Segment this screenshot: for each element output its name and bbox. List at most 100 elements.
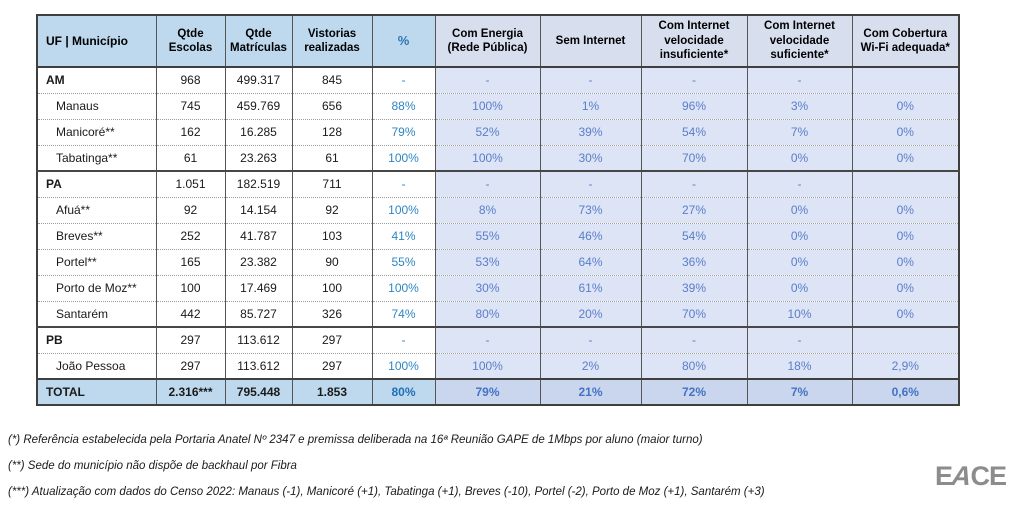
- eace-logo: EACE: [934, 461, 1007, 491]
- cell-manicore-7: 54%: [640, 118, 747, 145]
- cell-portel-3: 90: [291, 248, 372, 275]
- cell-porto-de-moz-5: 30%: [434, 274, 540, 301]
- cell-tabatinga-5: 100%: [434, 144, 540, 171]
- cell-santarem-6: 20%: [539, 300, 641, 327]
- cell-joao-pessoa-8: 18%: [746, 352, 852, 379]
- cell-portel-5: 53%: [434, 248, 540, 275]
- column-header-1: Qtde Escolas: [155, 15, 225, 68]
- cell-breves-4: 41%: [371, 222, 435, 249]
- table-row-manaus: Manaus 745 459.769 656 88% 100% 1% 96% 3% 0%: [36, 92, 959, 119]
- table-row-pa: PA 1.051 182.519 711- - - - -: [36, 170, 959, 197]
- logo-letter: C: [970, 461, 989, 491]
- cell-pa-9: [851, 170, 959, 197]
- cell-manaus-2: 459.769: [224, 92, 292, 119]
- table-body: AM 968 499.317 845- - - - - Manaus 745 459.769 656 8…: [36, 66, 959, 405]
- cell-manaus-6: 1%: [539, 92, 641, 119]
- cell-total-4: 80%: [371, 378, 435, 405]
- cell-manaus-0: Manaus: [36, 92, 156, 119]
- cell-pb-8: -: [746, 326, 852, 353]
- cell-afua-7: 27%: [640, 196, 747, 223]
- cell-porto-de-moz-6: 61%: [539, 274, 641, 301]
- cell-tabatinga-7: 70%: [640, 144, 747, 171]
- cell-total-8: 7%: [746, 378, 852, 405]
- cell-pb-5: -: [434, 326, 540, 353]
- cell-total-2: 795.448: [224, 378, 292, 405]
- cell-santarem-7: 70%: [640, 300, 747, 327]
- cell-breves-8: 0%: [746, 222, 852, 249]
- cell-am-2: 499.317: [224, 66, 292, 93]
- cell-joao-pessoa-0: João Pessoa: [36, 352, 156, 379]
- cell-joao-pessoa-7: 80%: [640, 352, 747, 379]
- cell-manicore-2: 16.285: [224, 118, 292, 145]
- cell-breves-2: 41.787: [224, 222, 292, 249]
- cell-porto-de-moz-3: 100: [291, 274, 372, 301]
- cell-pb-0: PB: [36, 326, 156, 353]
- cell-total-9: 0,6%: [851, 378, 959, 405]
- column-header-4: %: [371, 15, 435, 68]
- cell-manaus-8: 3%: [746, 92, 852, 119]
- cell-afua-9: 0%: [851, 196, 959, 223]
- cell-porto-de-moz-9: 0%: [851, 274, 959, 301]
- cell-total-6: 21%: [539, 378, 641, 405]
- cell-joao-pessoa-9: 2,9%: [851, 352, 959, 379]
- cell-pb-3: 297: [291, 326, 372, 353]
- cell-am-3: 845: [291, 66, 372, 93]
- cell-joao-pessoa-1: 297: [155, 352, 225, 379]
- logo-letter: E: [988, 461, 1007, 491]
- cell-santarem-8: 10%: [746, 300, 852, 327]
- cell-manicore-8: 7%: [746, 118, 852, 145]
- cell-afua-6: 73%: [539, 196, 641, 223]
- cell-santarem-1: 442: [155, 300, 225, 327]
- cell-porto-de-moz-4: 100%: [371, 274, 435, 301]
- cell-joao-pessoa-3: 297: [291, 352, 372, 379]
- cell-porto-de-moz-7: 39%: [640, 274, 747, 301]
- footnote-2: (**) Sede do município não dispõe de bac…: [8, 460, 297, 472]
- table-row-pb: PB 297 113.612 297- - - - -: [36, 326, 959, 353]
- table-row-afua: Afuá** 92 14.154 92 100% 8% 73% 27% 0% 0%: [36, 196, 959, 223]
- cell-afua-2: 14.154: [224, 196, 292, 223]
- cell-manicore-5: 52%: [434, 118, 540, 145]
- table-row-manicore: Manicoré** 162 16.285 128 79% 52% 39% 54% 7% 0%: [36, 118, 959, 145]
- cell-tabatinga-4: 100%: [371, 144, 435, 171]
- cell-manaus-4: 88%: [371, 92, 435, 119]
- data-table-wrapper: UF | Município Qtde Escolas Qtde Matrícula…: [36, 14, 960, 406]
- cell-portel-1: 165: [155, 248, 225, 275]
- table-row-porto-de-moz: Porto de Moz** 100 17.469 100 100% 30% 61% 39% 0…: [36, 274, 959, 301]
- cell-tabatinga-0: Tabatinga**: [36, 144, 156, 171]
- footnote-3: (***) Atualização com dados do Censo 202…: [8, 486, 765, 498]
- cell-porto-de-moz-2: 17.469: [224, 274, 292, 301]
- column-header-9: Com Cobertura Wi-Fi adequada*: [851, 15, 959, 68]
- cell-breves-0: Breves**: [36, 222, 156, 249]
- cell-afua-1: 92: [155, 196, 225, 223]
- cell-manaus-7: 96%: [640, 92, 747, 119]
- cell-joao-pessoa-4: 100%: [371, 352, 435, 379]
- cell-tabatinga-8: 0%: [746, 144, 852, 171]
- cell-santarem-5: 80%: [434, 300, 540, 327]
- cell-pb-9: [851, 326, 959, 353]
- column-header-8: Com Internet velocidade suficiente*: [746, 15, 852, 68]
- cell-santarem-2: 85.727: [224, 300, 292, 327]
- cell-santarem-4: 74%: [371, 300, 435, 327]
- cell-pb-4: -: [371, 326, 435, 353]
- cell-portel-8: 0%: [746, 248, 852, 275]
- cell-manicore-0: Manicoré**: [36, 118, 156, 145]
- cell-breves-5: 55%: [434, 222, 540, 249]
- cell-manaus-9: 0%: [851, 92, 959, 119]
- cell-portel-7: 36%: [640, 248, 747, 275]
- cell-afua-3: 92: [291, 196, 372, 223]
- cell-am-9: [851, 66, 959, 93]
- cell-breves-6: 46%: [539, 222, 641, 249]
- logo-letter: E: [934, 461, 953, 491]
- cell-portel-6: 64%: [539, 248, 641, 275]
- cell-total-7: 72%: [640, 378, 747, 405]
- cell-am-7: -: [640, 66, 747, 93]
- cell-afua-5: 8%: [434, 196, 540, 223]
- table-row-portel: Portel** 165 23.382 90 55% 53% 64% 36% 0% 0%: [36, 248, 959, 275]
- table-row-joao-pessoa: João Pessoa 297 113.612 297 100% 100% 2% 80% 18%…: [36, 352, 959, 379]
- cell-pb-6: -: [539, 326, 641, 353]
- cell-afua-0: Afuá**: [36, 196, 156, 223]
- cell-pa-0: PA: [36, 170, 156, 197]
- cell-portel-9: 0%: [851, 248, 959, 275]
- cell-tabatinga-2: 23.263: [224, 144, 292, 171]
- cell-am-4: -: [371, 66, 435, 93]
